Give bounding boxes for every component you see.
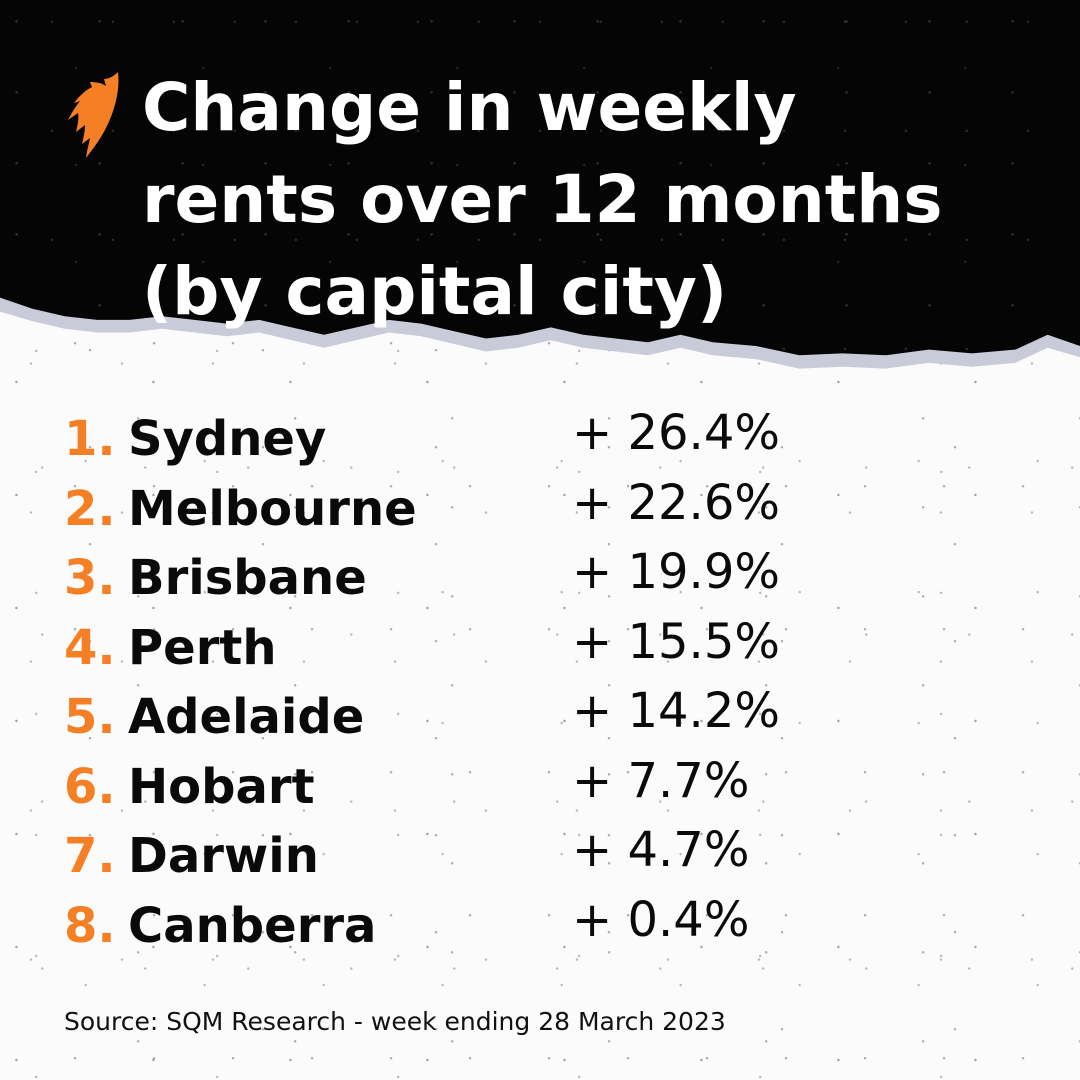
ranking-row: 2. Melbourne + 22.6% [64, 475, 1024, 545]
ranking-row: 6. Hobart + 7.7% [64, 753, 1024, 823]
city-name: Brisbane [128, 550, 367, 606]
header-banner [0, 0, 1080, 356]
city-name: Sydney [128, 411, 327, 467]
change-value: + 26.4% [572, 405, 780, 461]
title-line-2: rents over 12 months [142, 161, 943, 238]
ranking-row: 4. Perth + 15.5% [64, 614, 1024, 684]
change-value: + 14.2% [572, 683, 780, 739]
ranking-row: 7. Darwin + 4.7% [64, 822, 1024, 892]
rent-change-ranking: 1. Sydney + 26.4% 2. Melbourne + 22.6% 3… [64, 405, 1024, 961]
change-value: + 19.9% [572, 544, 780, 600]
ranking-row: 8. Canberra + 0.4% [64, 892, 1024, 962]
city-name: Perth [128, 619, 277, 676]
title-line-3: (by capital city) [142, 253, 728, 330]
rank-number: 1. [64, 411, 116, 467]
sbs-flame-logo-icon [68, 72, 119, 158]
rank-number: 3. [64, 550, 116, 606]
rank-number: 2. [64, 480, 116, 537]
city-name: Darwin [128, 828, 319, 884]
rank-number: 6. [64, 758, 116, 815]
city-name: Melbourne [128, 480, 417, 537]
city-name: Adelaide [128, 689, 365, 745]
change-value: + 4.7% [572, 822, 750, 878]
rank-number: 4. [64, 619, 116, 676]
ranking-row: 5. Adelaide + 14.2% [64, 683, 1024, 753]
page-title: Change in weekly rents over 12 months (b… [142, 62, 943, 338]
city-name: Hobart [128, 758, 315, 815]
change-value: + 0.4% [572, 891, 750, 948]
rank-number: 5. [64, 689, 116, 745]
title-line-1: Change in weekly [142, 69, 797, 146]
ranking-row: 1. Sydney + 26.4% [64, 405, 1024, 475]
rank-number: 7. [64, 828, 116, 884]
change-value: + 7.7% [572, 752, 750, 809]
change-value: + 22.6% [572, 474, 780, 531]
change-value: + 15.5% [572, 613, 780, 670]
rank-number: 8. [64, 897, 116, 954]
ranking-row: 3. Brisbane + 19.9% [64, 544, 1024, 614]
source-note: Source: SQM Research - week ending 28 Ma… [64, 1007, 726, 1036]
city-name: Canberra [128, 897, 377, 954]
